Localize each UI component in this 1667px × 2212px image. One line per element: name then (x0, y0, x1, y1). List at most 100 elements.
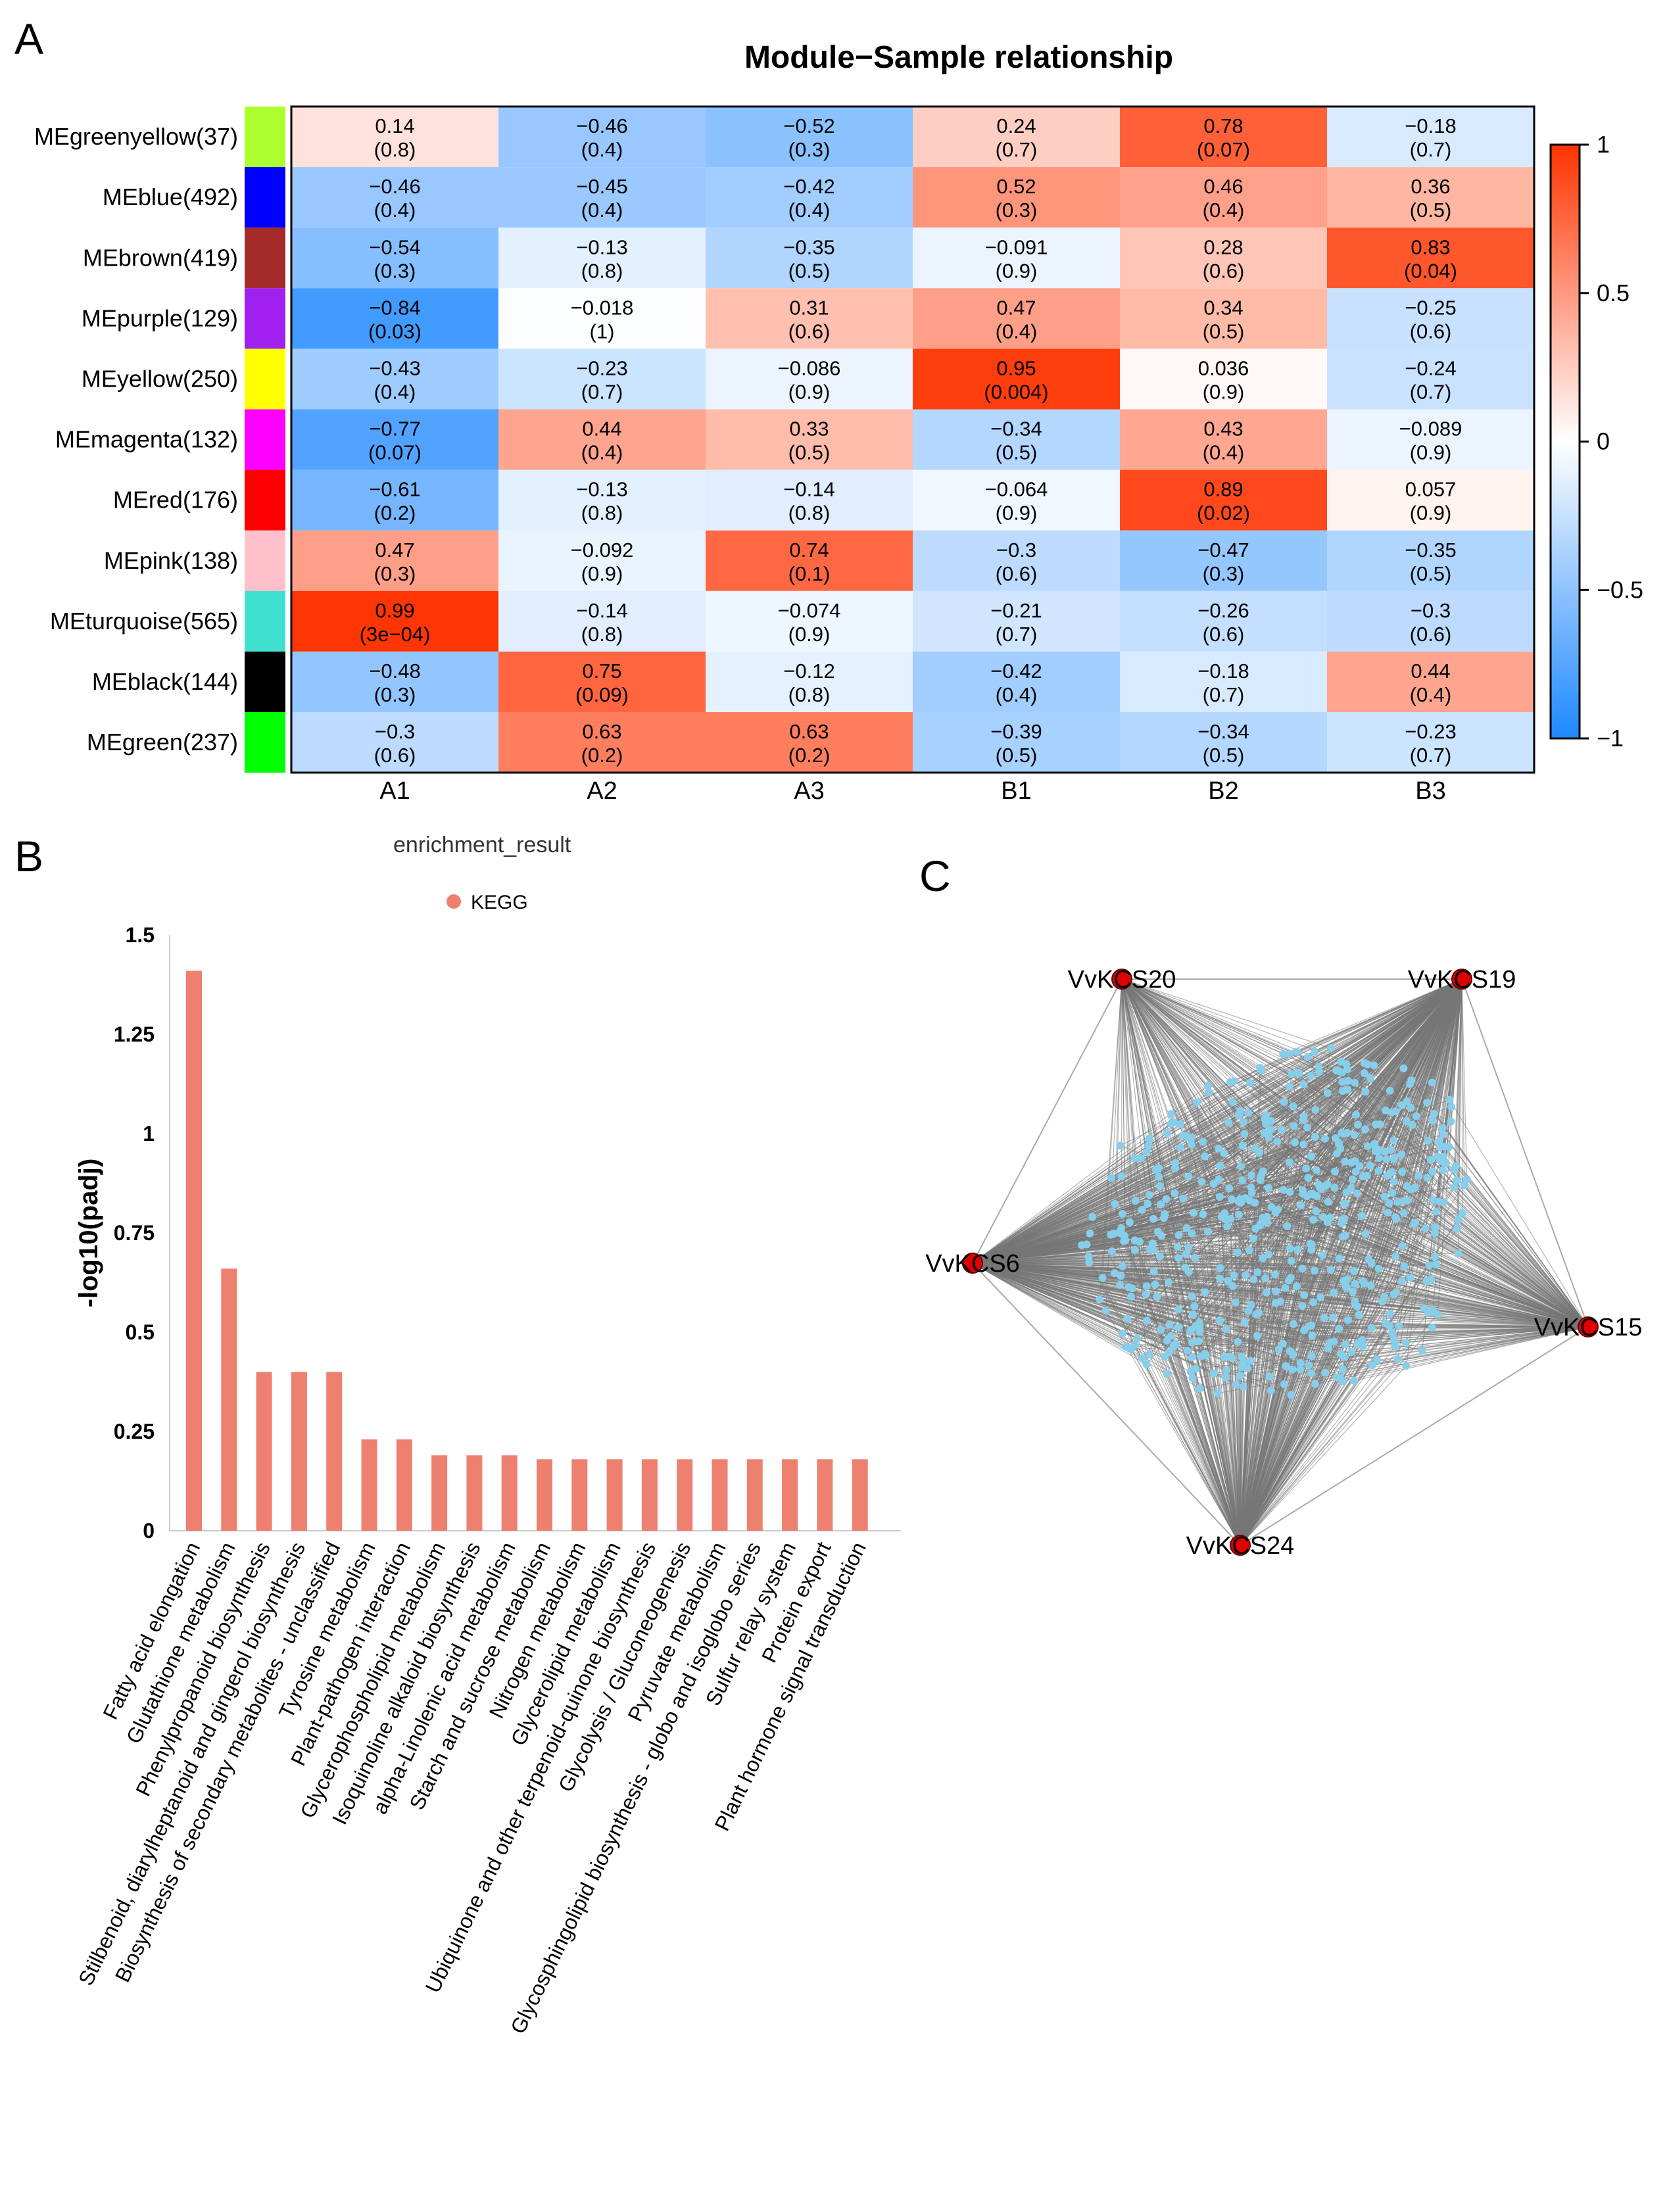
cell-pvalue-9-0: (0.3) (374, 683, 416, 706)
gene-node-28 (1239, 1117, 1247, 1126)
edge-4-536 (1240, 1332, 1393, 1546)
gene-node-465 (1259, 1167, 1267, 1176)
gene-node-6 (1303, 1123, 1311, 1132)
gene-node-471 (1288, 1365, 1297, 1374)
cell-1-0 (291, 167, 498, 228)
cell-value-4-0: −0.43 (369, 356, 420, 379)
gene-node-4 (1366, 1161, 1374, 1170)
gene-node-337 (1273, 1138, 1282, 1146)
gene-node-194 (1293, 1047, 1301, 1056)
row-label-10: MEgreen(237) (87, 729, 238, 756)
network-hubs: VvKCS20 VvKCS19 VvKCS6 VvKCS15 VvKCS24 (925, 966, 1642, 1560)
edge-4-215 (1185, 1136, 1241, 1546)
cell-pvalue-10-3: (0.5) (996, 744, 1038, 767)
edge-2-456 (972, 1241, 1140, 1264)
edge-3-473 (1364, 1072, 1589, 1328)
swatch-3 (245, 288, 285, 349)
edge-3-537 (1359, 1165, 1589, 1328)
edge-0-520 (1114, 978, 1123, 1204)
cell-pvalue-4-0: (0.4) (374, 380, 416, 403)
gene-node-157 (1392, 1214, 1401, 1223)
edge-4-458 (1240, 1327, 1433, 1546)
edge-2-539 (972, 1262, 1192, 1297)
cell-value-0-2: −0.52 (783, 114, 834, 137)
gene-node-511 (1381, 1147, 1389, 1156)
swatch-1 (245, 167, 285, 228)
cell-pvalue-0-2: (0.3) (788, 138, 831, 161)
gene-node-323 (1193, 1098, 1201, 1107)
gene-node-288 (1368, 1361, 1376, 1370)
gene-node-434 (1188, 1374, 1197, 1382)
gene-node-284 (1361, 1088, 1370, 1096)
gene-node-50 (1174, 1231, 1183, 1239)
edge-3-55 (1303, 1119, 1589, 1328)
bar-y-ticks: 0 0.25 0.5 0.75 1 1.25 1.5 (114, 923, 155, 1543)
cell-value-6-3: −0.064 (985, 478, 1048, 501)
gene-node-216 (1204, 1081, 1213, 1090)
cell-pvalue-2-1: (0.8) (581, 259, 623, 282)
edge-2-367 (972, 1244, 1312, 1264)
gene-node-242 (1209, 1180, 1218, 1188)
gene-node-80 (1307, 1152, 1316, 1161)
gene-node-75 (1125, 1218, 1134, 1227)
edge-3-508 (1277, 1209, 1589, 1328)
gene-node-139 (1153, 1292, 1161, 1301)
gene-node-91 (1188, 1338, 1196, 1347)
edge-4-526 (1240, 1279, 1349, 1546)
bar-9 (501, 1455, 518, 1531)
cell-pvalue-7-5: (0.5) (1410, 562, 1452, 585)
gene-node-490 (1237, 1363, 1245, 1372)
gene-node-15 (1223, 1222, 1232, 1230)
gene-node-529 (1286, 1188, 1294, 1196)
gene-node-545 (1286, 1158, 1294, 1166)
gene-node-163 (1190, 1209, 1198, 1217)
cell-1-2 (706, 167, 913, 228)
gene-node-44 (1253, 1332, 1261, 1340)
gene-node-161 (1399, 1241, 1407, 1250)
gene-node-543 (1221, 1373, 1230, 1382)
gene-node-538 (1144, 1142, 1153, 1150)
cell-pvalue-5-3: (0.5) (996, 441, 1038, 464)
edge-1-309 (1461, 978, 1465, 1186)
gene-node-85 (1384, 1209, 1392, 1217)
gene-node-185 (1311, 1047, 1319, 1056)
edge-1-359 (1403, 978, 1462, 1214)
cell-10-4 (1120, 712, 1327, 773)
cell-pvalue-2-5: (0.04) (1404, 259, 1457, 282)
cell-pvalue-2-4: (0.6) (1203, 259, 1245, 282)
cell-pvalue-5-0: (0.07) (368, 441, 422, 464)
gene-node-239 (1347, 1347, 1356, 1356)
gene-node-156 (1199, 1210, 1207, 1218)
hub-node-0 (1111, 969, 1132, 990)
edge-3-417 (1238, 1201, 1589, 1328)
cell-pvalue-1-1: (0.4) (581, 199, 623, 222)
gene-node-351 (1318, 1213, 1327, 1221)
edge-3-181 (1449, 1099, 1589, 1328)
gene-node-201 (1116, 1280, 1124, 1289)
edge-4-559 (1160, 1204, 1241, 1546)
cell-pvalue-4-2: (0.9) (788, 380, 831, 403)
hub-node-4 (1230, 1535, 1251, 1556)
gene-node-357 (1337, 1057, 1345, 1066)
gene-node-450 (1267, 1117, 1276, 1125)
gene-node-505 (1126, 1292, 1135, 1301)
hub-edge-0-2 (972, 978, 1123, 1264)
edge-3-532 (1296, 1286, 1589, 1328)
cell-value-2-3: −0.091 (985, 235, 1048, 258)
gene-node-523 (1395, 1322, 1403, 1330)
gene-node-377 (1176, 1143, 1185, 1152)
gene-node-136 (1265, 1372, 1274, 1381)
row-label-2: MEbrown(419) (83, 244, 238, 271)
cell-value-2-2: −0.35 (783, 235, 834, 258)
gene-node-336 (1367, 1324, 1376, 1332)
gene-node-159 (1454, 1216, 1462, 1224)
cell-pvalue-7-0: (0.3) (374, 562, 416, 585)
cell-value-0-3: 0.24 (996, 114, 1036, 137)
cell-pvalue-8-4: (0.6) (1203, 623, 1245, 646)
cell-value-4-3: 0.95 (996, 356, 1036, 379)
gene-node-7 (1157, 1326, 1165, 1334)
network-panel: VvKCS20 VvKCS19 VvKCS6 VvKCS15 VvKCS24 (925, 966, 1642, 1560)
bar-y-tick-1: 0.25 (114, 1420, 155, 1443)
gene-node-485 (1230, 1077, 1238, 1086)
